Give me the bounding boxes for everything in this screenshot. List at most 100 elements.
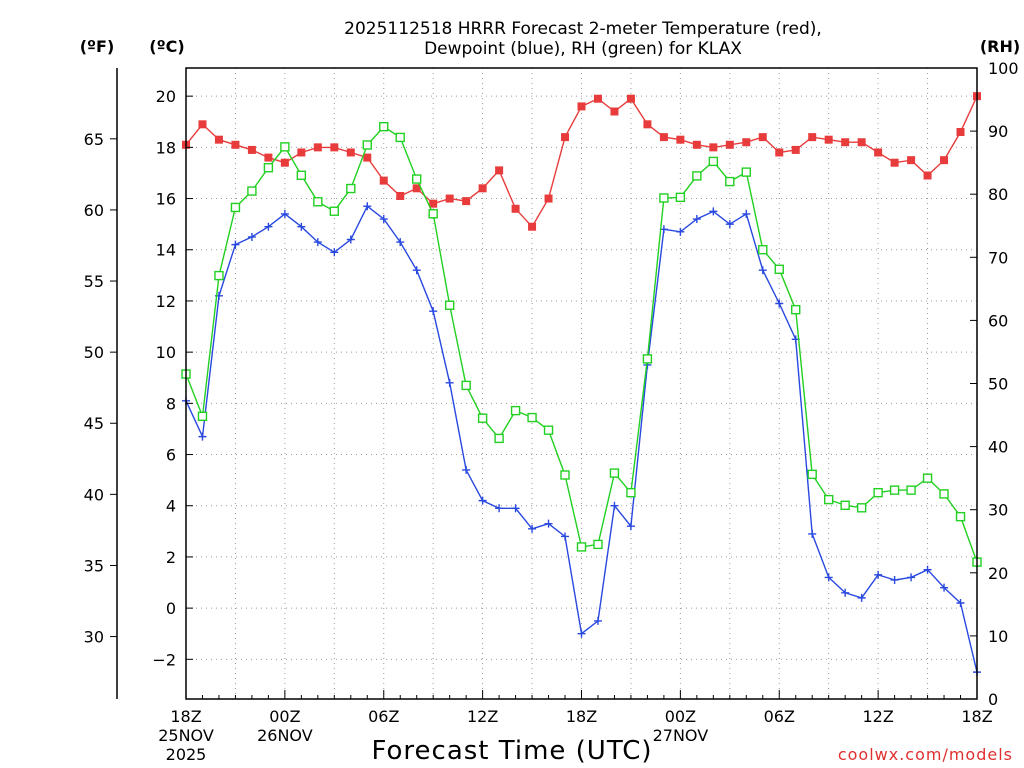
x-tick-label: 18Z xyxy=(566,707,597,726)
dewpoint-point xyxy=(775,299,784,308)
celsius-tick-label: 20 xyxy=(156,87,176,106)
dewpoint-point xyxy=(445,378,454,387)
rh-point xyxy=(379,121,389,132)
dewpoint-point xyxy=(247,232,256,241)
chart-title-line2: Dewpoint (blue), RH (green) for KLAX xyxy=(424,39,742,59)
rh-point xyxy=(543,425,554,435)
2-meter-temperature-point xyxy=(692,140,701,149)
2-meter-temperature-point xyxy=(280,158,289,167)
rh-point xyxy=(428,209,438,219)
2-meter-temperature-point xyxy=(379,176,388,185)
rh-point xyxy=(758,245,768,255)
rh-point xyxy=(692,171,702,181)
fahrenheit-axis-unit: (ºF) xyxy=(80,37,115,56)
2-meter-temperature-point xyxy=(874,148,883,157)
rh-point xyxy=(494,433,504,444)
rh-point xyxy=(906,485,916,495)
dewpoint-point xyxy=(478,496,487,505)
rh-tick-label: 30 xyxy=(988,501,1008,520)
dewpoint-point xyxy=(725,220,734,229)
2-meter-temperature-point xyxy=(775,148,784,157)
rh-tick-label: 20 xyxy=(988,564,1008,583)
rh-point xyxy=(889,485,900,495)
rh-point xyxy=(659,193,669,203)
celsius-tick-label: 2 xyxy=(166,548,176,567)
2-meter-temperature-point xyxy=(264,153,273,162)
rh-point xyxy=(444,300,455,310)
x-tick-date-label: 25NOV xyxy=(158,726,214,745)
rh-point xyxy=(214,270,224,281)
2-meter-temperature-point xyxy=(808,133,817,142)
dewpoint-point xyxy=(857,593,866,602)
dewpoint-point xyxy=(429,307,438,316)
rh-point xyxy=(609,468,620,478)
2-meter-temperature-point xyxy=(429,199,438,208)
dewpoint-point xyxy=(346,235,355,244)
2-meter-temperature-point xyxy=(758,133,767,142)
2-meter-temperature-point xyxy=(610,107,619,116)
2-meter-temperature-point xyxy=(445,194,454,203)
dewpoint-point xyxy=(709,207,718,216)
2-meter-temperature-point xyxy=(824,135,833,144)
dewpoint-point xyxy=(330,248,339,257)
2-meter-temperature-point xyxy=(577,102,586,111)
dewpoint-point xyxy=(198,432,207,441)
rh-point xyxy=(675,192,686,203)
rh-point xyxy=(296,170,307,180)
celsius-tick-label: 10 xyxy=(156,343,176,362)
rh-point xyxy=(560,470,570,480)
2-meter-temperature-point xyxy=(940,156,949,165)
rh-point xyxy=(576,542,587,552)
rh-point xyxy=(873,487,883,498)
dewpoint-point xyxy=(511,504,520,513)
celsius-tick-label: 0 xyxy=(166,599,176,618)
dewpoint-point xyxy=(577,629,586,638)
dewpoint-point xyxy=(412,266,421,275)
fahrenheit-tick-label: 50 xyxy=(84,343,104,362)
rh-point xyxy=(313,197,323,207)
celsius-tick-label: 12 xyxy=(156,292,176,311)
fahrenheit-tick-label: 40 xyxy=(84,485,104,504)
dewpoint-point xyxy=(396,238,405,247)
2-meter-temperature-point xyxy=(923,171,932,180)
2-meter-temperature-point xyxy=(544,194,553,203)
rh-point xyxy=(807,469,817,480)
dewpoint-point xyxy=(379,215,388,224)
2-meter-temperature-point xyxy=(841,138,850,147)
dewpoint-point xyxy=(297,222,306,231)
dewpoint-point xyxy=(561,532,570,541)
2-meter-temperature-point xyxy=(247,145,256,154)
dewpoint-point xyxy=(692,215,701,224)
2-meter-temperature-point xyxy=(643,120,652,129)
2-meter-temperature-point xyxy=(676,135,685,144)
celsius-tick-label: 18 xyxy=(156,138,176,157)
dewpoint-point xyxy=(890,575,899,584)
rh-point xyxy=(939,489,949,499)
rh-tick-label: 80 xyxy=(988,185,1008,204)
2-meter-temperature-point xyxy=(561,133,570,142)
2-meter-temperature-point xyxy=(626,94,635,103)
celsius-tick-label: −2 xyxy=(152,650,176,669)
rh-point xyxy=(510,405,521,416)
celsius-tick-label: 4 xyxy=(166,497,176,516)
dewpoint-point xyxy=(874,570,883,579)
dewpoint-point xyxy=(940,583,949,592)
2-meter-temperature-point xyxy=(791,145,800,154)
rh-line xyxy=(185,125,978,563)
chart-title-line1: 2025112518 HRRR Forecast 2-meter Tempera… xyxy=(344,19,822,39)
dewpoint-point xyxy=(841,588,850,597)
2-meter-temperature-point xyxy=(956,127,965,136)
2-meter-temperature-point xyxy=(363,153,372,162)
grid xyxy=(186,68,977,699)
fahrenheit-tick-label: 45 xyxy=(84,414,104,433)
x-tick-label: 06Z xyxy=(368,707,399,726)
2-meter-temperature-point xyxy=(593,94,602,103)
2-meter-temperature-point xyxy=(528,222,537,231)
rh-point xyxy=(626,487,636,498)
axes: −2 0 2 4 6 8 10 12 14 16 18 20 30 35 40 45 50 55 60 65 0 10 20… xyxy=(84,59,1019,764)
celsius-tick-label: 6 xyxy=(166,446,176,465)
x-tick-label: 12Z xyxy=(467,707,498,726)
dewpoint-line xyxy=(185,205,978,673)
rh-tick-label: 70 xyxy=(988,248,1008,267)
